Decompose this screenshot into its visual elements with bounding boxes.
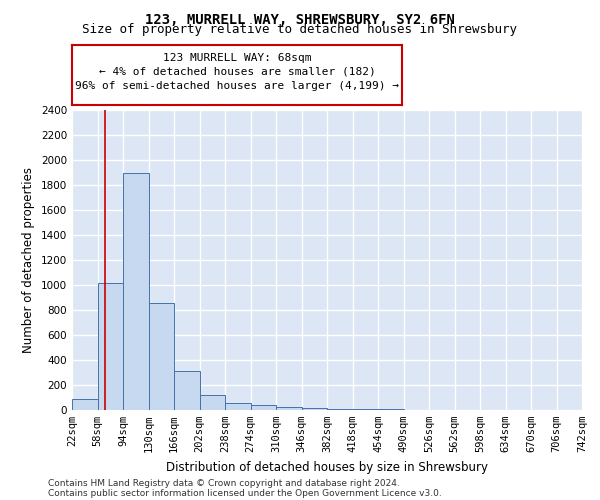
Bar — [353, 409, 378, 410]
Bar — [174, 371, 199, 410]
Text: 123 MURRELL WAY: 68sqm
← 4% of detached houses are smaller (182)
96% of semi-det: 123 MURRELL WAY: 68sqm ← 4% of detached … — [75, 53, 399, 91]
Bar — [149, 302, 174, 410]
Bar — [276, 407, 302, 410]
Bar — [97, 282, 123, 410]
Bar — [327, 409, 353, 410]
Text: Contains public sector information licensed under the Open Government Licence v3: Contains public sector information licen… — [48, 488, 442, 498]
Bar — [225, 403, 251, 410]
Text: Contains HM Land Registry data © Crown copyright and database right 2024.: Contains HM Land Registry data © Crown c… — [48, 478, 400, 488]
Bar — [251, 405, 276, 410]
Bar — [199, 395, 225, 410]
Bar — [302, 408, 327, 410]
Bar — [72, 399, 97, 410]
Text: 123, MURRELL WAY, SHREWSBURY, SY2 6FN: 123, MURRELL WAY, SHREWSBURY, SY2 6FN — [145, 12, 455, 26]
X-axis label: Distribution of detached houses by size in Shrewsbury: Distribution of detached houses by size … — [166, 460, 488, 473]
Text: Size of property relative to detached houses in Shrewsbury: Size of property relative to detached ho… — [83, 22, 517, 36]
Bar — [378, 409, 404, 410]
Y-axis label: Number of detached properties: Number of detached properties — [22, 167, 35, 353]
Bar — [123, 172, 149, 410]
